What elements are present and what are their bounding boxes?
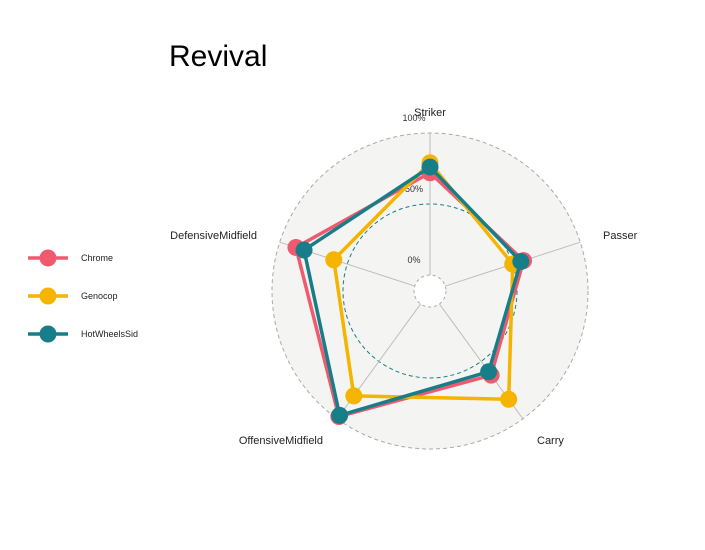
legend: Chrome Genocop HotWheelsSid: [28, 249, 138, 343]
legend-label-HotWheelsSid: HotWheelsSid: [81, 329, 138, 339]
series-line-Genocop: [332, 161, 515, 402]
legend-marker-Chrome: [39, 249, 57, 267]
legend-label-Genocop: Genocop: [81, 291, 118, 301]
data-point-HotWheelsSid-Striker: [421, 158, 439, 176]
legend-marker-HotWheelsSid: [39, 325, 57, 343]
radar-series: [287, 154, 533, 426]
radial-tick-label: 100%: [402, 113, 425, 123]
data-point-HotWheelsSid-Carry: [480, 363, 498, 381]
radial-tick-label: 50%: [405, 184, 423, 194]
legend-marker-Genocop: [39, 287, 57, 305]
data-point-HotWheelsSid-Passer: [512, 252, 530, 270]
data-point-Genocop-DefensiveMidfield: [325, 251, 343, 269]
data-point-Genocop-Carry: [500, 390, 518, 408]
data-point-HotWheelsSid-DefensiveMidfield: [295, 241, 313, 259]
radar-axis-labels: Striker Passer Carry OffensiveMidfield Defen…: [170, 107, 637, 447]
legend-label-Chrome: Chrome: [81, 253, 113, 263]
data-point-Genocop-OffensiveMidfield: [345, 387, 363, 405]
axis-label-OffensiveMidfield: OffensiveMidfield: [239, 435, 323, 447]
data-point-HotWheelsSid-OffensiveMidfield: [331, 406, 349, 424]
inner-ring: [413, 274, 447, 308]
radial-tick-label: 0%: [407, 255, 420, 265]
chart-title: Revival: [169, 40, 267, 73]
series-line-HotWheelsSid: [302, 165, 523, 418]
axis-label-Striker: Striker: [414, 107, 446, 119]
axis-label-DefensiveMidfield: DefensiveMidfield: [170, 230, 257, 242]
axis-label-Carry: Carry: [537, 435, 564, 447]
axis-label-Passer: Passer: [603, 230, 638, 242]
